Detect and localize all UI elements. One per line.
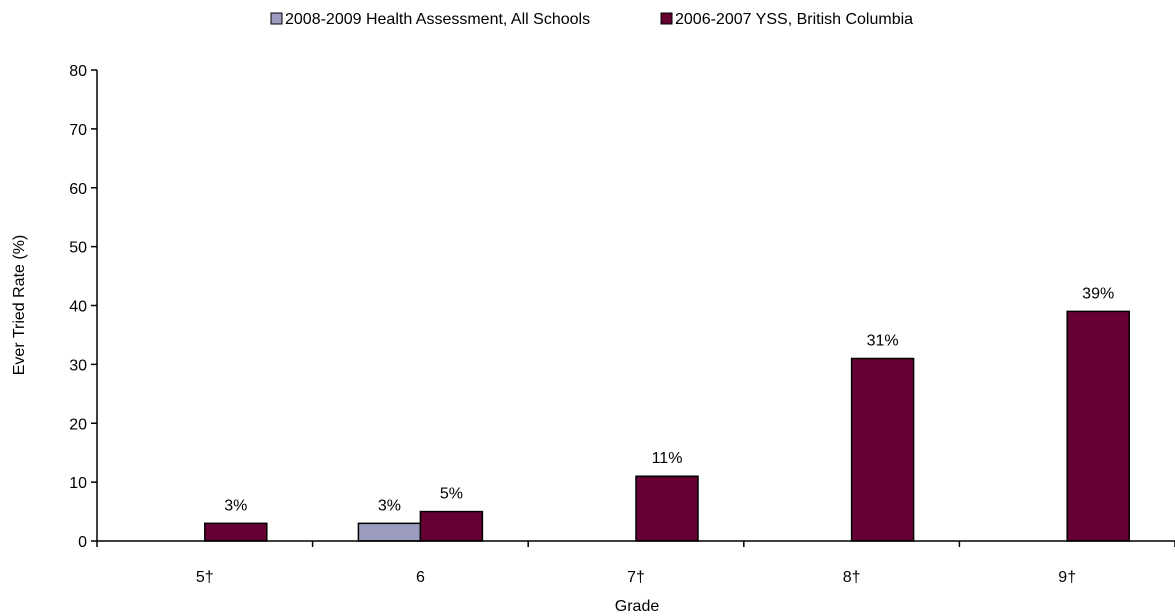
legend-swatch-series-2: [660, 12, 673, 25]
bar-series-2-0: [204, 522, 268, 542]
bar-series-2-1: [419, 510, 484, 542]
bars: [204, 310, 1130, 542]
x-tick-label: 9†: [1058, 569, 1076, 586]
y-tick-label: 20: [69, 416, 87, 433]
y-tick-label: 70: [69, 122, 87, 139]
bar-value-label: 31%: [867, 332, 899, 349]
x-axis-ticks: 5† 6 7† 8† 9†: [96, 541, 1175, 586]
x-tick-label: 8†: [843, 569, 861, 586]
legend-swatch-series-1: [270, 12, 283, 25]
x-tick-label: 6: [416, 569, 425, 586]
legend-label-series-1: 2008-2009 Health Assessment, All Schools: [285, 11, 590, 28]
x-tick-label: 5†: [196, 569, 214, 586]
bar-series-2-4: [1066, 310, 1130, 542]
y-tick-label: 50: [69, 240, 87, 257]
y-tick-label: 30: [69, 357, 87, 374]
bar-value-label: 3%: [224, 497, 247, 514]
bar-value-label: 3%: [378, 497, 401, 514]
bar-series-2-3: [850, 357, 915, 542]
y-axis-label: Ever Tried Rate (%): [11, 235, 28, 375]
bar-series-1-1: [357, 522, 422, 542]
y-tick-label: 10: [69, 475, 87, 492]
bar-series-2-2: [635, 475, 699, 542]
legend: 2008-2009 Health Assessment, All Schools…: [270, 11, 913, 28]
bar-value-label: 11%: [652, 450, 683, 467]
bar-labels: 3% 3% 5% 11% 31% 39%: [224, 285, 1114, 514]
x-tick-label: 7†: [627, 569, 645, 586]
bar-value-label: 5%: [440, 486, 463, 503]
y-tick-label: 40: [69, 299, 87, 316]
x-axis-label: Grade: [615, 598, 660, 615]
y-tick-label: 60: [69, 181, 87, 198]
bar-value-label: 39%: [1082, 285, 1114, 302]
y-axis-ticks: 0 10 20 30 40 50 60 70 80: [69, 63, 97, 551]
y-tick-label: 80: [69, 63, 87, 80]
y-tick-label: 0: [78, 534, 87, 551]
legend-label-series-2: 2006-2007 YSS, British Columbia: [675, 11, 913, 28]
